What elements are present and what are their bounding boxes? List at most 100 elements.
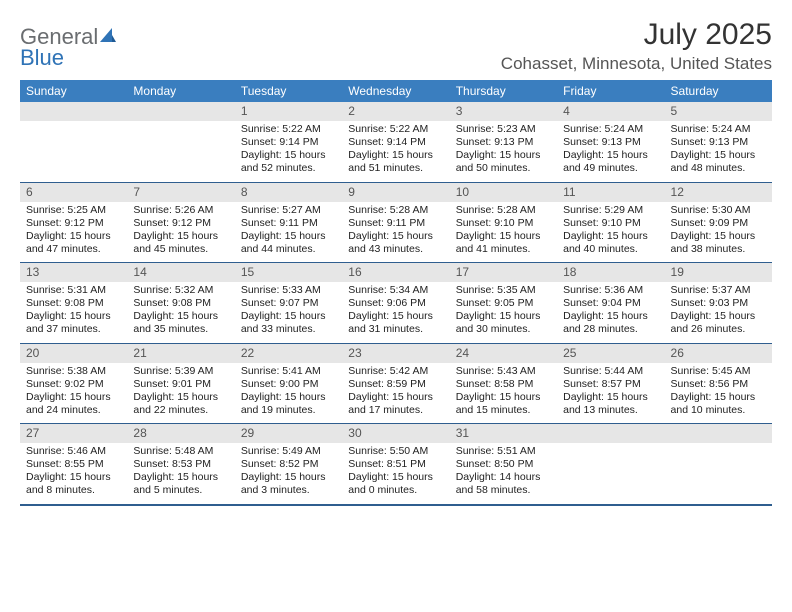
day-cell: 8Sunrise: 5:27 AMSunset: 9:11 PMDaylight… xyxy=(235,183,342,263)
day-body: Sunrise: 5:51 AMSunset: 8:50 PMDaylight:… xyxy=(450,443,557,504)
title-block: July 2025 Cohasset, Minnesota, United St… xyxy=(501,18,772,74)
sunset-line: Sunset: 9:13 PM xyxy=(456,136,551,149)
day-number: 5 xyxy=(665,102,772,121)
day-body: Sunrise: 5:45 AMSunset: 8:56 PMDaylight:… xyxy=(665,363,772,424)
sunset-line: Sunset: 8:58 PM xyxy=(456,378,551,391)
day-number: 26 xyxy=(665,344,772,363)
day-number xyxy=(127,102,234,121)
day-number: 21 xyxy=(127,344,234,363)
daylight-line: Daylight: 15 hours and 41 minutes. xyxy=(456,230,551,256)
dow-wednesday: Wednesday xyxy=(342,80,449,102)
sunrise-line: Sunrise: 5:30 AM xyxy=(671,204,766,217)
sunset-line: Sunset: 8:51 PM xyxy=(348,458,443,471)
sunset-line: Sunset: 9:06 PM xyxy=(348,297,443,310)
sunrise-line: Sunrise: 5:44 AM xyxy=(563,365,658,378)
day-number: 4 xyxy=(557,102,664,121)
sunrise-line: Sunrise: 5:39 AM xyxy=(133,365,228,378)
week-row: 20Sunrise: 5:38 AMSunset: 9:02 PMDayligh… xyxy=(20,344,772,425)
sunset-line: Sunset: 9:12 PM xyxy=(133,217,228,230)
day-cell: 31Sunrise: 5:51 AMSunset: 8:50 PMDayligh… xyxy=(450,424,557,504)
day-body: Sunrise: 5:33 AMSunset: 9:07 PMDaylight:… xyxy=(235,282,342,343)
sunrise-line: Sunrise: 5:24 AM xyxy=(563,123,658,136)
daylight-line: Daylight: 15 hours and 24 minutes. xyxy=(26,391,121,417)
sunrise-line: Sunrise: 5:32 AM xyxy=(133,284,228,297)
day-body: Sunrise: 5:48 AMSunset: 8:53 PMDaylight:… xyxy=(127,443,234,504)
day-cell: 27Sunrise: 5:46 AMSunset: 8:55 PMDayligh… xyxy=(20,424,127,504)
dow-friday: Friday xyxy=(557,80,664,102)
daylight-line: Daylight: 15 hours and 26 minutes. xyxy=(671,310,766,336)
daylight-line: Daylight: 15 hours and 35 minutes. xyxy=(133,310,228,336)
dow-row: SundayMondayTuesdayWednesdayThursdayFrid… xyxy=(20,80,772,102)
sunrise-line: Sunrise: 5:28 AM xyxy=(348,204,443,217)
sunset-line: Sunset: 9:04 PM xyxy=(563,297,658,310)
day-body: Sunrise: 5:28 AMSunset: 9:11 PMDaylight:… xyxy=(342,202,449,263)
calendar: SundayMondayTuesdayWednesdayThursdayFrid… xyxy=(20,80,772,506)
sunset-line: Sunset: 9:03 PM xyxy=(671,297,766,310)
sunrise-line: Sunrise: 5:36 AM xyxy=(563,284,658,297)
day-cell: 17Sunrise: 5:35 AMSunset: 9:05 PMDayligh… xyxy=(450,263,557,343)
sunset-line: Sunset: 8:57 PM xyxy=(563,378,658,391)
daylight-line: Daylight: 15 hours and 22 minutes. xyxy=(133,391,228,417)
day-number: 28 xyxy=(127,424,234,443)
day-number: 6 xyxy=(20,183,127,202)
sunset-line: Sunset: 9:13 PM xyxy=(671,136,766,149)
brand-word-2: Blue xyxy=(20,45,64,70)
day-number: 14 xyxy=(127,263,234,282)
day-number xyxy=(20,102,127,121)
daylight-line: Daylight: 15 hours and 38 minutes. xyxy=(671,230,766,256)
sunrise-line: Sunrise: 5:45 AM xyxy=(671,365,766,378)
sunset-line: Sunset: 8:56 PM xyxy=(671,378,766,391)
day-cell: 12Sunrise: 5:30 AMSunset: 9:09 PMDayligh… xyxy=(665,183,772,263)
daylight-line: Daylight: 15 hours and 48 minutes. xyxy=(671,149,766,175)
day-body: Sunrise: 5:24 AMSunset: 9:13 PMDaylight:… xyxy=(665,121,772,182)
day-number: 17 xyxy=(450,263,557,282)
sunrise-line: Sunrise: 5:28 AM xyxy=(456,204,551,217)
sunrise-line: Sunrise: 5:34 AM xyxy=(348,284,443,297)
day-body: Sunrise: 5:25 AMSunset: 9:12 PMDaylight:… xyxy=(20,202,127,263)
daylight-line: Daylight: 15 hours and 45 minutes. xyxy=(133,230,228,256)
day-body: Sunrise: 5:38 AMSunset: 9:02 PMDaylight:… xyxy=(20,363,127,424)
day-cell: 28Sunrise: 5:48 AMSunset: 8:53 PMDayligh… xyxy=(127,424,234,504)
dow-tuesday: Tuesday xyxy=(235,80,342,102)
day-number: 8 xyxy=(235,183,342,202)
daylight-line: Daylight: 15 hours and 51 minutes. xyxy=(348,149,443,175)
sunset-line: Sunset: 8:59 PM xyxy=(348,378,443,391)
day-number xyxy=(665,424,772,443)
day-body: Sunrise: 5:35 AMSunset: 9:05 PMDaylight:… xyxy=(450,282,557,343)
day-cell: 14 Sunrise: 5:32 AMSunset: 9:08 PMDayligh… xyxy=(127,263,234,343)
sunset-line: Sunset: 8:52 PM xyxy=(241,458,336,471)
day-cell: 25Sunrise: 5:44 AMSunset: 8:57 PMDayligh… xyxy=(557,344,664,424)
day-body: Sunrise: 5:46 AMSunset: 8:55 PMDaylight:… xyxy=(20,443,127,504)
day-body: Sunrise: 5:36 AMSunset: 9:04 PMDaylight:… xyxy=(557,282,664,343)
day-number: 29 xyxy=(235,424,342,443)
sunrise-line: Sunrise: 5:27 AM xyxy=(241,204,336,217)
daylight-line: Daylight: 15 hours and 37 minutes. xyxy=(26,310,121,336)
day-cell: 2Sunrise: 5:22 AMSunset: 9:14 PMDaylight… xyxy=(342,102,449,182)
day-number: 20 xyxy=(20,344,127,363)
day-body xyxy=(127,121,234,173)
day-cell: 26Sunrise: 5:45 AMSunset: 8:56 PMDayligh… xyxy=(665,344,772,424)
week-row: 1Sunrise: 5:22 AMSunset: 9:14 PMDaylight… xyxy=(20,102,772,183)
day-number: 23 xyxy=(342,344,449,363)
day-cell: 15Sunrise: 5:33 AMSunset: 9:07 PMDayligh… xyxy=(235,263,342,343)
brand-text: General Blue xyxy=(20,26,118,69)
sunrise-line: Sunrise: 5:37 AM xyxy=(671,284,766,297)
sunrise-line: Sunrise: 5:22 AM xyxy=(348,123,443,136)
day-number: 13 xyxy=(20,263,127,282)
day-body: Sunrise: 5:49 AMSunset: 8:52 PMDaylight:… xyxy=(235,443,342,504)
sunset-line: Sunset: 9:08 PM xyxy=(133,297,228,310)
sunset-line: Sunset: 8:53 PM xyxy=(133,458,228,471)
sunrise-line: Sunrise: 5:48 AM xyxy=(133,445,228,458)
sunrise-line: Sunrise: 5:26 AM xyxy=(133,204,228,217)
sunrise-line: Sunrise: 5:35 AM xyxy=(456,284,551,297)
sunset-line: Sunset: 9:05 PM xyxy=(456,297,551,310)
dow-saturday: Saturday xyxy=(665,80,772,102)
day-cell: 3Sunrise: 5:23 AMSunset: 9:13 PMDaylight… xyxy=(450,102,557,182)
day-number: 9 xyxy=(342,183,449,202)
day-number: 31 xyxy=(450,424,557,443)
daylight-line: Daylight: 15 hours and 43 minutes. xyxy=(348,230,443,256)
day-cell: 29Sunrise: 5:49 AMSunset: 8:52 PMDayligh… xyxy=(235,424,342,504)
empty-cell xyxy=(20,102,127,182)
day-body xyxy=(557,443,664,495)
empty-cell xyxy=(557,424,664,504)
